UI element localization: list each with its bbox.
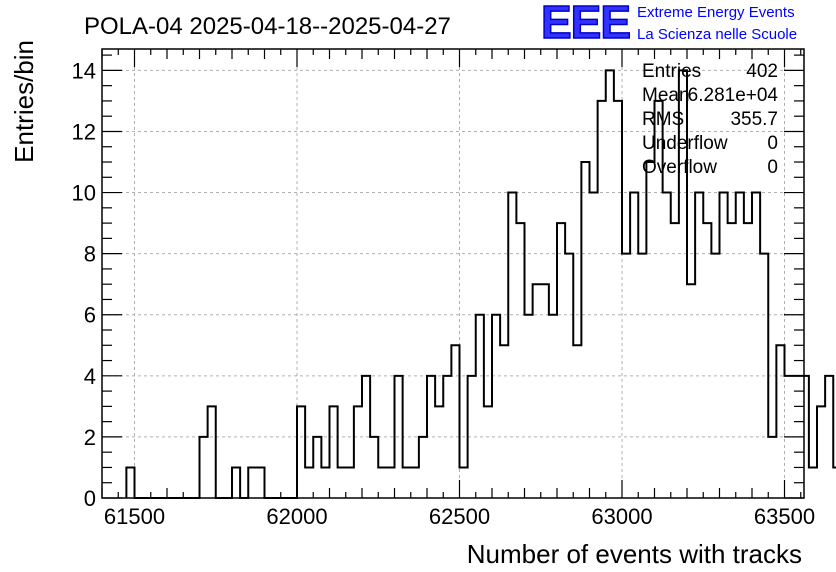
stats-label: RMS (642, 109, 684, 130)
eee-logo: EEE Extreme Energy Events La Scienza nel… (540, 0, 836, 49)
axes (101, 48, 805, 499)
x-tick-label: 61500 (104, 504, 165, 529)
x-tick-label: 63500 (754, 504, 815, 529)
y-tick-label: 12 (72, 119, 96, 144)
y-tick-label: 4 (84, 364, 96, 389)
stats-label: Entries (642, 61, 701, 82)
stats-value: 6.281e+04 (688, 85, 779, 106)
eee-logo-mark: EEE (540, 0, 632, 49)
x-tick-label: 62000 (266, 504, 327, 529)
stats-label: Underflow (642, 133, 728, 154)
x-axis-label: Number of events with tracks (467, 539, 802, 569)
y-tick-label: 14 (72, 58, 96, 83)
x-tick-label: 62500 (429, 504, 490, 529)
tick-labels: 61500 62000 62500 63000 63500 0 2 4 6 8 10 12 14 (72, 58, 816, 529)
logo-line-1: Extreme Energy Events (637, 4, 795, 21)
y-tick-label: 10 (72, 181, 96, 206)
stats-value: 0 (767, 133, 778, 154)
y-tick-label: 6 (84, 303, 96, 328)
stats-value: 0 (767, 157, 778, 178)
stats-label: Overflow (642, 157, 717, 178)
x-tick-label: 63000 (591, 504, 652, 529)
histogram-line (125, 69, 836, 499)
chart-title: POLA-04 2025-04-18--2025-04-27 (84, 13, 451, 40)
y-tick-label: 2 (84, 425, 96, 450)
plot-frame (101, 48, 805, 499)
y-tick-label: 8 (84, 242, 96, 267)
stats-label: Mean (642, 85, 690, 106)
y-axis-label: Entries/bin (9, 40, 39, 163)
stats-value: 355.7 (730, 109, 778, 130)
stats-value: 402 (746, 61, 778, 82)
y-tick-label: 0 (84, 486, 96, 511)
logo-line-2: La Scienza nelle Scuole (637, 26, 798, 43)
